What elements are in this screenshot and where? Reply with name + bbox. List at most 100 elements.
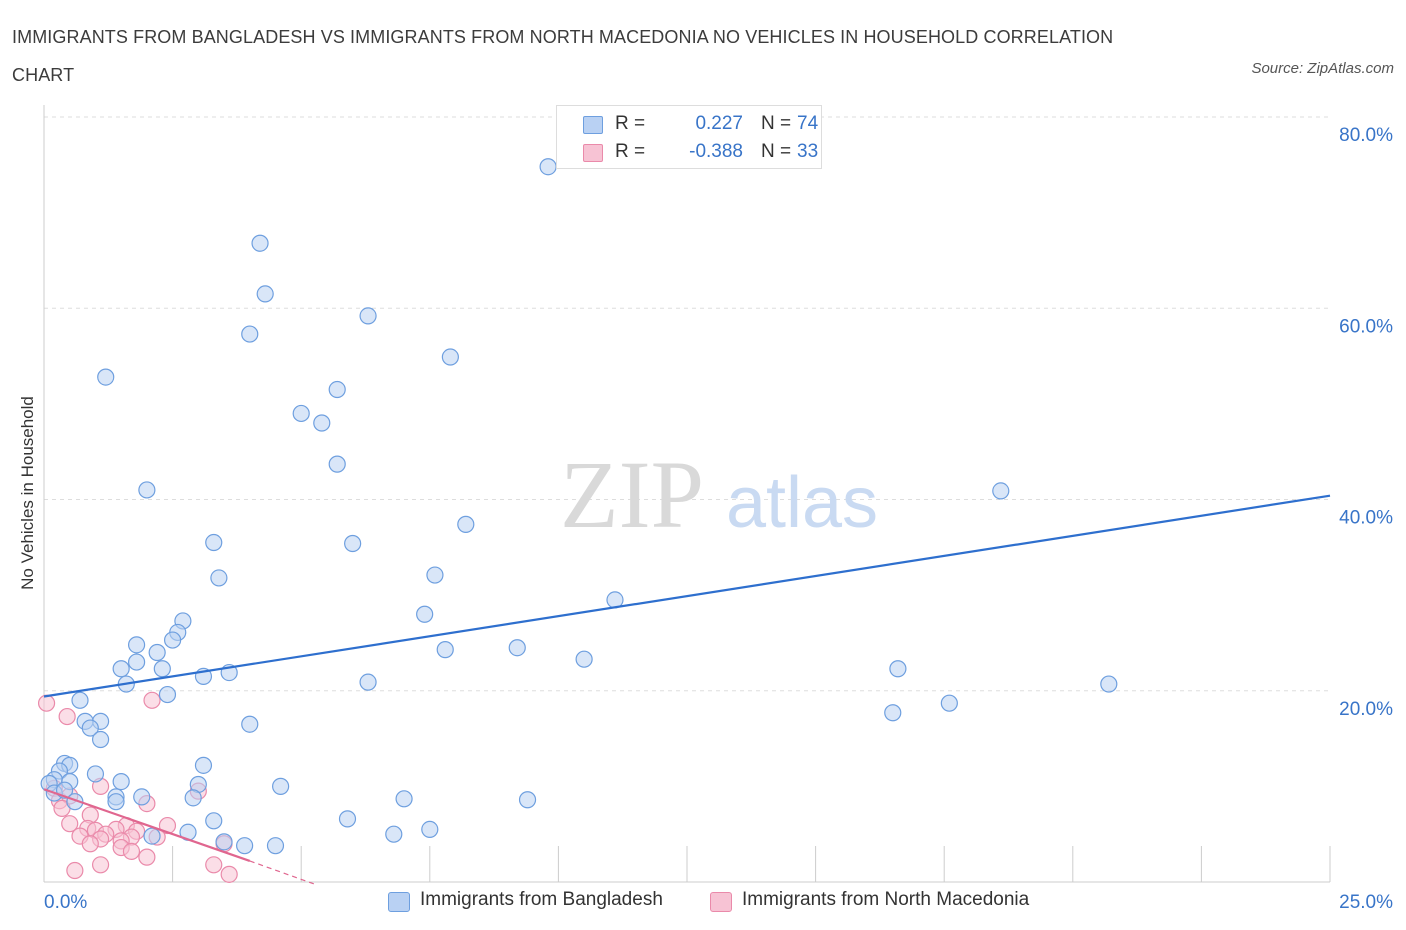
data-point [1100,675,1118,693]
trend-line-bangladesh [43,494,1331,698]
data-point [236,837,254,855]
data-point [37,694,56,712]
data-point [91,730,110,749]
data-point [148,643,166,662]
data-point [426,566,444,584]
data-point [127,636,146,654]
data-point [205,812,223,830]
data-point [266,837,285,855]
data-point [539,158,557,176]
data-point [508,639,526,657]
data-point [220,865,238,883]
data-point [889,660,907,678]
data-point [112,772,130,791]
data-point [344,534,362,553]
watermark: ZIP atlas [560,441,878,548]
data-point [421,820,439,839]
r-value: 0.227 [695,113,743,134]
stats-box: R = 0.227 N = 74 R = -0.388 N = 33 [556,105,822,169]
data-point [91,856,110,874]
data-point [940,694,958,712]
n-label: N = [761,113,792,134]
data-point [256,285,274,303]
data-point [97,368,115,386]
legend-swatch-bangladesh [388,892,410,912]
data-point [205,533,223,552]
r-label: R = [615,141,646,162]
x-tick-label: 0.0% [44,892,87,913]
data-point [133,788,151,806]
legend-label: Immigrants from Bangladesh [420,889,663,910]
data-point [138,848,156,866]
data-point [272,777,290,795]
n-value: 33 [797,141,819,162]
data-point [241,325,259,343]
data-point [441,348,459,366]
data-point [359,307,377,325]
data-point [71,691,89,709]
data-point [138,481,156,499]
data-point [127,653,146,671]
data-point [158,685,177,704]
y-tick-label: 60.0% [1339,316,1393,337]
data-point [86,765,105,783]
y-tick-label: 40.0% [1339,508,1393,529]
r-label: R = [615,113,646,134]
data-point [313,414,331,432]
data-point [164,631,182,649]
data-point [107,793,125,811]
data-point [328,380,346,399]
data-point [153,660,171,678]
watermark-zip: ZIP [560,441,704,548]
grid [44,116,1330,692]
data-point [184,789,202,807]
trend-lines [43,494,1331,886]
data-point [205,856,223,874]
tick-labels: 20.0% 40.0% 60.0% 80.0% 0.0% 25.0% [44,125,1393,913]
r-value: -0.388 [689,141,743,162]
y-tick-label: 80.0% [1339,125,1393,146]
data-point [359,673,377,691]
legend-swatch-north-macedonia [710,892,732,912]
trend-line-north-macedonia [43,788,251,863]
data-point [66,861,84,880]
data-point [112,660,130,678]
source-label: Source: ZipAtlas.com [1251,60,1394,77]
data-point [992,482,1010,500]
n-value: 74 [797,113,819,134]
points-bangladesh [40,158,1118,855]
data-point [395,790,413,808]
x-tick-label: 25.0% [1339,892,1393,913]
data-point [81,719,99,737]
data-point [158,816,177,835]
data-point [81,835,99,853]
data-point [251,234,269,252]
data-point [122,842,141,861]
stats-swatch-bangladesh [583,116,603,134]
trend-line-north-macedonia-extension [249,860,317,886]
data-point [416,605,434,623]
axes [43,105,1331,883]
data-point [457,515,475,533]
data-point [328,455,346,473]
stats-swatch-north-macedonia [583,144,603,162]
data-point [210,569,228,587]
data-point [61,815,79,833]
n-label: N = [761,141,792,162]
data-point [518,791,537,809]
data-point [884,704,902,722]
chart-title: IMMIGRANTS FROM BANGLADESH VS IMMIGRANTS… [12,27,1114,85]
watermark-atlas: atlas [726,463,878,543]
data-point [292,404,310,423]
data-point [58,707,76,726]
data-point [215,833,233,851]
legend-label: Immigrants from North Macedonia [742,889,1030,910]
y-tick-label: 20.0% [1339,699,1393,720]
data-point [143,827,161,845]
data-point [143,691,161,709]
data-point [575,650,593,668]
data-point [241,715,259,733]
data-point [436,641,454,659]
data-point [194,756,213,774]
